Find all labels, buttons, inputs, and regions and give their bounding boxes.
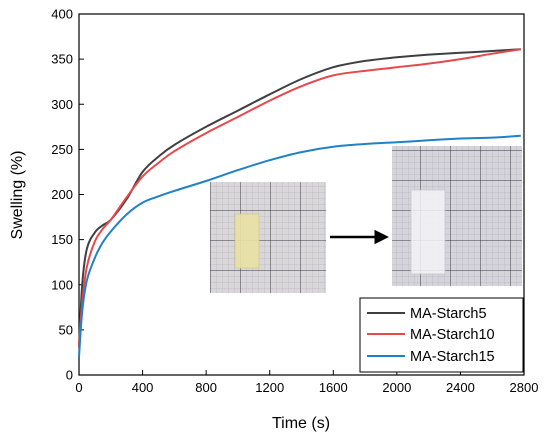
x-tick-label-4: 1600 <box>319 380 348 395</box>
y-tick-label-7: 350 <box>51 52 73 67</box>
inset-photo-before <box>210 182 326 293</box>
legend: MA-Starch5 MA-Starch10 MA-Starch15 <box>359 297 524 373</box>
x-tick-label-7: 2800 <box>510 380 539 395</box>
y-tick-label-2: 100 <box>51 277 73 292</box>
series-layer <box>78 48 521 357</box>
y-tick-label-5: 250 <box>51 142 73 157</box>
x-tick-label-1: 400 <box>132 380 154 395</box>
inset-photo-after <box>392 146 522 286</box>
x-tick-label-0: 0 <box>75 380 82 395</box>
sample-before-swelling <box>234 213 260 269</box>
y-tick-label-1: 50 <box>59 322 73 337</box>
legend-label-ma-starch5: MA-Starch5 <box>410 306 487 322</box>
y-axis: 0 50 100 150 200 250 300 350 400 <box>51 7 84 383</box>
x-tick-label-3: 1200 <box>255 380 284 395</box>
y-tick-label-8: 400 <box>51 7 73 22</box>
series-line-ma-starch10 <box>78 48 521 348</box>
x-tick-label-6: 2400 <box>446 380 475 395</box>
y-tick-label-0: 0 <box>66 368 73 383</box>
x-tick-label-5: 2000 <box>382 380 411 395</box>
x-tick-label-2: 800 <box>195 380 217 395</box>
series-line-ma-starch5 <box>78 48 521 348</box>
x-axis-title: Time (s) <box>272 415 330 432</box>
y-tick-label-6: 300 <box>51 97 73 112</box>
sample-after-swelling <box>410 189 446 275</box>
x-axis: 0 400 800 1200 1600 2000 2400 2800 <box>75 370 538 395</box>
y-axis-title: Swelling (%) <box>9 151 26 240</box>
y-tick-label-3: 150 <box>51 232 73 247</box>
y-tick-label-4: 200 <box>51 187 73 202</box>
series-line-ma-starch15 <box>78 134 521 357</box>
legend-label-ma-starch10: MA-Starch10 <box>410 327 495 343</box>
legend-label-ma-starch15: MA-Starch15 <box>410 349 495 365</box>
